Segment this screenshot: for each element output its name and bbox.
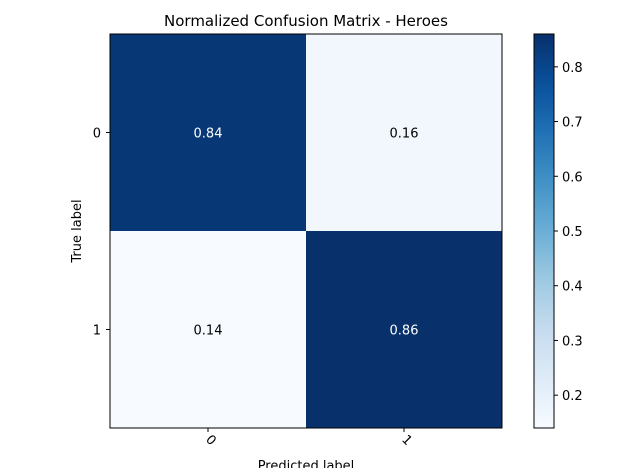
matrix-frame	[109, 33, 503, 429]
colorbar-tick-label: 0.4	[562, 280, 583, 295]
chart-title: Normalized Confusion Matrix - Heroes	[164, 12, 448, 30]
y-tick-label: 0	[93, 127, 101, 142]
matrix-cell	[306, 34, 502, 231]
matrix-cell	[110, 34, 306, 231]
cell-value-label: 0.84	[194, 127, 223, 142]
matrix-cell	[306, 231, 502, 428]
cell-value-label: 0.16	[390, 127, 419, 142]
matrix-group: 0.84 0.16 0.14 0.86 0 1 0 1	[93, 33, 503, 449]
colorbar-tick-label: 0.3	[562, 334, 583, 349]
colorbar-gradient	[533, 33, 555, 429]
colorbar-tick-label: 0.7	[562, 116, 583, 131]
colorbar: 0.2 0.3 0.4 0.5 0.6 0.7 0.8	[533, 33, 583, 429]
cell-value-label: 0.14	[194, 324, 223, 339]
y-axis-label: True label	[70, 199, 85, 263]
colorbar-tick-label: 0.6	[562, 170, 583, 185]
cell-value-label: 0.86	[390, 324, 419, 339]
x-tick-label: 0	[202, 432, 218, 448]
x-tick-label: 1	[398, 432, 414, 448]
colorbar-tick-label: 0.8	[562, 61, 583, 76]
matrix-cell	[110, 231, 306, 428]
colorbar-tick-label: 0.5	[562, 225, 583, 240]
x-axis-label: Predicted label	[258, 459, 355, 468]
colorbar-tick-label: 0.2	[562, 389, 583, 404]
y-tick-label: 1	[93, 324, 101, 339]
